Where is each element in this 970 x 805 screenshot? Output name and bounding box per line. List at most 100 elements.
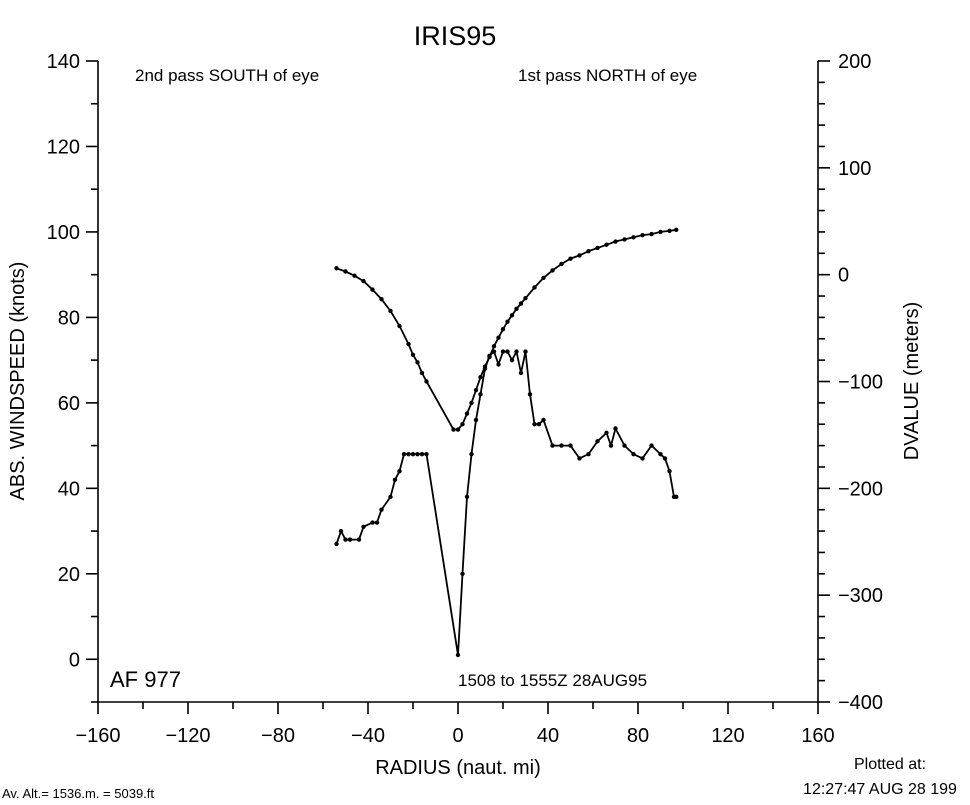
data-point [568,443,573,448]
data-point [361,524,366,529]
data-point [532,422,537,427]
data-point [455,652,461,658]
data-point [532,285,537,290]
y-axis-right-title: DVALUE (meters) [901,302,923,461]
data-point [640,232,645,238]
y-right-tick-label: −200 [838,478,883,500]
data-point [662,456,668,461]
x-tick-label: 160 [801,725,834,747]
data-point [356,537,362,542]
data-point [482,366,488,371]
data-point [455,427,461,432]
data-point [631,235,636,240]
data-point [469,451,474,457]
data-point [397,323,402,329]
annotation-top-left: 2nd pass SOUTH of eye [135,66,319,85]
data-point [410,352,416,357]
y-right-tick-label: −100 [838,372,883,394]
data-point [604,430,609,435]
y-right-tick-label: −400 [838,692,883,714]
axes: −160 −120 −80 −40 0 40 80 120 160020406080100120… [47,51,883,747]
data-point [491,344,497,349]
data-point [631,451,636,457]
data-point [379,297,384,302]
footer-altitude: Av. Alt.= 1536.m. = 5039.ft [2,786,154,801]
data-point [527,392,533,397]
data-point [667,228,672,234]
data-point [658,229,663,235]
data-point [460,571,465,576]
data-point [374,520,380,525]
chart-title: IRIS95 [414,21,497,51]
data-point [622,237,627,242]
data-point [473,417,479,423]
data-point [491,349,497,354]
data-point [500,349,506,354]
y-left-tick-label: 20 [58,564,80,586]
data-point [361,278,366,284]
data-point [674,227,679,232]
x-tick-label: 80 [627,725,649,747]
data-point [478,392,483,397]
data-point [536,422,542,427]
x-tick-label: −40 [351,725,385,747]
data-point [347,537,353,542]
data-point [622,443,627,448]
data-point [674,494,679,500]
annotation-aircraft-id: AF 977 [110,667,181,692]
data-point [550,268,555,273]
data-point [464,494,470,500]
x-tick-label: −120 [165,725,210,747]
data-point [370,287,375,292]
data-point [608,443,614,448]
data-point [496,362,501,367]
data-point [613,239,618,244]
data-point [338,528,344,534]
data-point [649,231,654,237]
data-point [509,357,515,363]
y-right-tick-label: −300 [838,585,883,607]
data-point [577,253,582,258]
data-point [658,451,663,457]
data-point [550,443,555,448]
data-point [541,275,546,281]
data-point [460,422,465,427]
data-point [595,439,600,444]
footer-plotted-label: Plotted at: [854,756,926,773]
data-point [406,341,411,347]
data-point [410,451,416,457]
data-point [388,308,393,314]
data-point [649,443,654,448]
data-point [419,451,425,457]
y-left-tick-label: 140 [47,51,80,73]
data-point [559,261,564,267]
data-point [334,266,339,271]
x-tick-label: 40 [537,725,559,747]
data-point [505,319,510,324]
data-point [478,375,483,380]
data-point [541,417,546,423]
x-tick-label: 120 [711,725,744,747]
series-layer [334,227,679,658]
data-point [667,469,672,474]
x-axis-title: RADIUS (naut. mi) [375,757,541,779]
data-point [392,477,398,482]
data-point [613,426,618,431]
plot-area [98,61,818,702]
data-point [523,349,528,354]
y-left-tick-label: 60 [58,393,80,415]
data-point [415,451,420,457]
data-point [586,248,591,254]
data-point [514,349,519,354]
data-point [419,370,425,376]
data-point [415,360,420,365]
data-point [379,507,384,512]
data-point [424,379,429,384]
data-point [505,349,510,354]
series-left-axis [334,348,679,658]
data-point [397,469,402,474]
data-point [559,443,564,448]
data-point [568,256,573,261]
data-point [640,456,645,461]
